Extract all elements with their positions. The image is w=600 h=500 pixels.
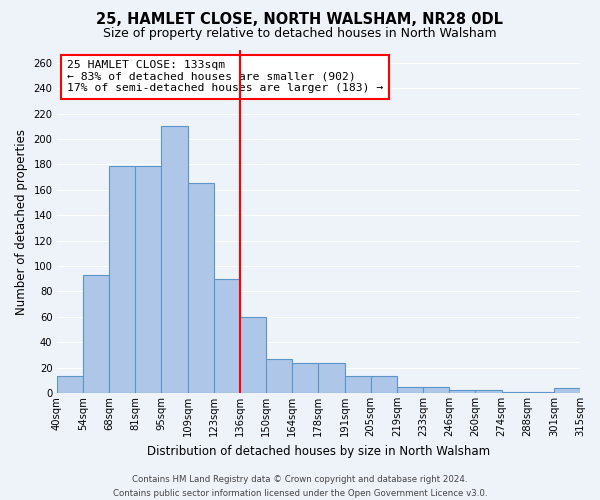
- Bar: [135, 166, 161, 393]
- Text: Contains HM Land Registry data © Crown copyright and database right 2024.
Contai: Contains HM Land Registry data © Crown c…: [113, 476, 487, 498]
- Bar: [397, 386, 423, 393]
- Bar: [449, 390, 475, 393]
- Bar: [319, 362, 344, 393]
- Bar: [527, 392, 554, 393]
- Text: 25, HAMLET CLOSE, NORTH WALSHAM, NR28 0DL: 25, HAMLET CLOSE, NORTH WALSHAM, NR28 0D…: [97, 12, 503, 28]
- Bar: [423, 386, 449, 393]
- Bar: [161, 126, 188, 393]
- Bar: [292, 362, 319, 393]
- Bar: [344, 376, 371, 393]
- Bar: [57, 376, 83, 393]
- Bar: [214, 278, 240, 393]
- Bar: [502, 392, 527, 393]
- Bar: [266, 358, 292, 393]
- Bar: [83, 275, 109, 393]
- Bar: [240, 317, 266, 393]
- Bar: [475, 390, 502, 393]
- X-axis label: Distribution of detached houses by size in North Walsham: Distribution of detached houses by size …: [147, 444, 490, 458]
- Text: Size of property relative to detached houses in North Walsham: Size of property relative to detached ho…: [103, 28, 497, 40]
- Text: 25 HAMLET CLOSE: 133sqm
← 83% of detached houses are smaller (902)
17% of semi-d: 25 HAMLET CLOSE: 133sqm ← 83% of detache…: [67, 60, 383, 94]
- Bar: [188, 184, 214, 393]
- Bar: [554, 388, 580, 393]
- Bar: [371, 376, 397, 393]
- Y-axis label: Number of detached properties: Number of detached properties: [15, 128, 28, 314]
- Bar: [109, 166, 135, 393]
